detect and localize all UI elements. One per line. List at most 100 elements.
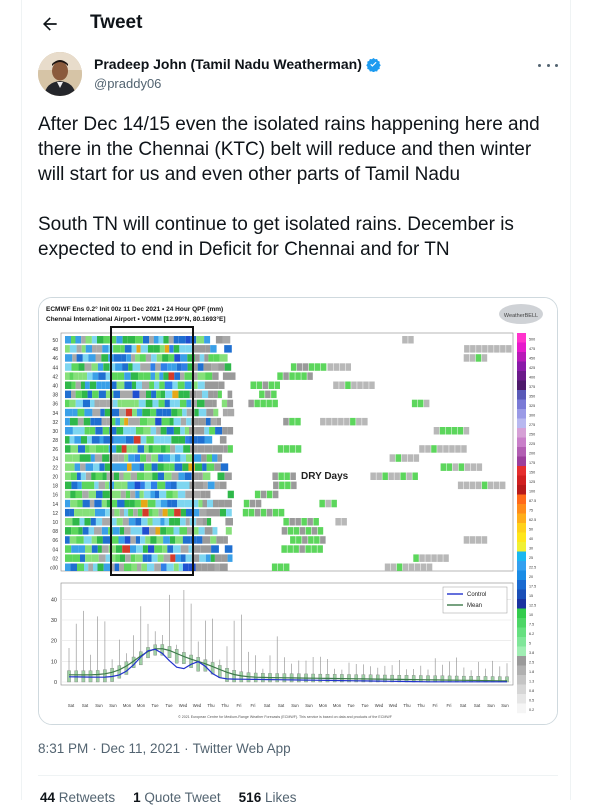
- ensemble-cell: [112, 399, 118, 408]
- tweet-media-image[interactable]: ECMWF Ens 0.2° Init 00z 11 Dec 2021 • 24…: [38, 297, 558, 725]
- author-name-text[interactable]: Pradeep John (Tamil Nadu Weatherman): [94, 56, 362, 72]
- tweet-date[interactable]: Dec 11, 2021: [100, 741, 181, 756]
- scale-label: 10: [529, 613, 533, 617]
- ensemble-cell: [101, 417, 107, 426]
- ensemble-cell: [84, 381, 90, 389]
- ensemble-cell: [115, 417, 120, 426]
- ensemble-cell: [130, 472, 137, 480]
- ensemble-cell: [160, 390, 166, 399]
- ensemble-cell: [151, 390, 157, 399]
- ensemble-cell: [307, 372, 313, 380]
- ensemble-cell: [194, 408, 199, 417]
- ensemble-cell: [207, 481, 215, 490]
- ensemble-cell: [311, 527, 318, 535]
- ensemble-cell: [116, 463, 122, 471]
- ensemble-cell: [193, 508, 200, 517]
- ensemble-cell: [437, 445, 443, 453]
- ensemble-cell: [469, 354, 476, 362]
- ensemble-cell: [65, 445, 71, 453]
- ensemble-cell: [142, 408, 151, 417]
- ensemble-cell: [266, 399, 272, 408]
- ensemble-cell: [224, 472, 232, 480]
- ensemble-cell: [119, 408, 126, 417]
- ensemble-cell: [259, 390, 265, 399]
- ensemble-cell: [69, 417, 78, 426]
- ensemble-cell: [169, 345, 174, 353]
- ensemble-cell: [384, 563, 391, 571]
- ensemble-cell: [115, 554, 121, 562]
- ensemble-cell: [206, 454, 213, 462]
- ensemble-cell: [65, 381, 72, 389]
- ensemble-cell: [151, 481, 158, 490]
- ensemble-cell: [111, 499, 117, 508]
- ensemble-cell: [344, 417, 350, 426]
- ensemble-cell: [130, 490, 136, 499]
- day-label: Wed: [389, 703, 398, 708]
- ensemble-cell: [151, 554, 158, 562]
- ensemble-cell: [91, 545, 98, 553]
- tweet-time[interactable]: 8:31 PM: [38, 741, 89, 756]
- author-name[interactable]: Pradeep John (Tamil Nadu Weatherman): [94, 56, 381, 72]
- ensemble-cell: [136, 381, 142, 389]
- ensemble-cell: [218, 381, 225, 389]
- ensemble-cell: [217, 472, 225, 480]
- ensemble-cell: [166, 527, 174, 535]
- ensemble-cell: [182, 536, 191, 544]
- retweets-stat[interactable]: 44 Retweets: [40, 790, 115, 805]
- scale-label: 275: [529, 423, 535, 427]
- ensemble-cell: [169, 399, 175, 408]
- ensemble-cell: [262, 381, 268, 389]
- scale-swatch: [517, 656, 526, 666]
- ensemble-cell: [289, 372, 295, 380]
- retweets-label: Retweets: [58, 790, 116, 805]
- ensemble-cell: [98, 372, 106, 380]
- ensemble-cell: [77, 563, 84, 571]
- ensemble-cell: [154, 545, 163, 553]
- ensemble-cell: [82, 490, 89, 499]
- avatar[interactable]: [38, 52, 82, 96]
- ensemble-cell: [482, 345, 488, 353]
- ensemble-cell: [122, 363, 129, 371]
- quotes-label: Quote Tweet: [144, 790, 221, 805]
- member-label: 20: [52, 475, 58, 481]
- author-handle[interactable]: @praddy06: [94, 76, 162, 91]
- scale-label: 475: [529, 347, 535, 351]
- ensemble-cell: [333, 363, 339, 371]
- ensemble-cell: [203, 481, 208, 490]
- ensemble-cell: [119, 472, 124, 480]
- ensemble-cell: [78, 372, 83, 380]
- ensemble-cell: [271, 563, 278, 571]
- spread-box: [376, 674, 380, 683]
- ensemble-cell: [287, 545, 293, 553]
- ensemble-cell: [224, 545, 233, 553]
- ensemble-cell: [91, 472, 96, 480]
- ensemble-cell: [211, 363, 219, 371]
- back-button[interactable]: [36, 10, 64, 38]
- member-label: 22: [52, 465, 58, 471]
- ensemble-cell: [204, 381, 212, 389]
- ensemble-cell: [431, 445, 437, 453]
- scale-label: 150: [529, 471, 535, 475]
- ensemble-cell: [229, 372, 236, 380]
- member-label: 10: [52, 520, 58, 526]
- more-options-button[interactable]: [538, 58, 558, 72]
- ensemble-cell: [185, 554, 192, 562]
- tweet-source-app[interactable]: Twitter Web App: [192, 741, 291, 756]
- ensemble-cell: [159, 381, 165, 389]
- ensemble-cell: [148, 545, 155, 553]
- ensemble-cell: [299, 527, 306, 535]
- likes-stat[interactable]: 516 Likes: [239, 790, 297, 805]
- ensemble-cell: [208, 354, 214, 362]
- quotes-stat[interactable]: 1 Quote Tweet: [133, 790, 221, 805]
- ensemble-cell: [217, 454, 223, 462]
- ensemble-cell: [201, 563, 208, 571]
- ensemble-cell: [124, 508, 129, 517]
- ensemble-cell: [407, 454, 414, 462]
- spread-box: [469, 676, 473, 683]
- day-label: Mon: [319, 703, 328, 708]
- ensemble-cell: [293, 527, 300, 535]
- ensemble-cell: [76, 345, 82, 353]
- ensemble-cell: [199, 354, 205, 362]
- ensemble-cell: [97, 563, 104, 571]
- ensemble-cell: [175, 554, 181, 562]
